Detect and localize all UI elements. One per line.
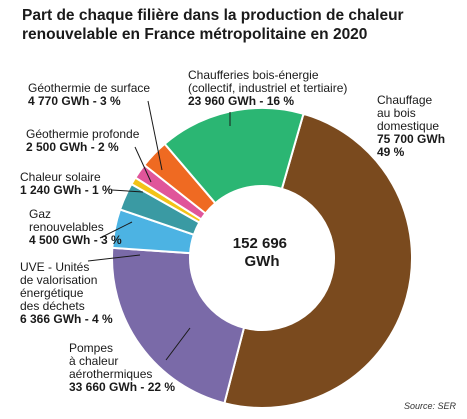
label-pompes-chaleur-value-0: 33 660 GWh - 22 %	[69, 380, 175, 394]
donut-slices	[111, 107, 413, 409]
center-total: 152 696 GWh	[233, 235, 291, 270]
label-uve: UVE - Unités de valorisation énergétique de…	[20, 260, 113, 326]
label-pompes-chaleur: Pompes à chaleur aérothermiques 33 660 GWh …	[69, 341, 175, 394]
chart-title-line-1: Part de chaque filière dans la productio…	[22, 7, 404, 24]
label-gaz-renouvelables-name-0: Gaz	[29, 207, 51, 221]
leader-chaleur-solaire	[111, 189, 144, 193]
label-chaufferies-bois-value-0: 23 960 GWh - 16 %	[188, 94, 294, 108]
label-geothermie-profonde: Géothermie profonde 2 500 GWh - 2 %	[26, 127, 140, 154]
label-chauffage-bois-name-2: domestique	[377, 119, 439, 133]
label-chauffage-bois-value-0: 75 700 GWh	[377, 132, 445, 146]
label-uve-name-1: de valorisation	[20, 273, 97, 287]
label-chauffage-bois-name-1: au bois	[377, 106, 416, 120]
label-geothermie-profonde-value-0: 2 500 GWh - 2 %	[26, 140, 119, 154]
center-total-value: 152 696	[233, 235, 287, 252]
label-chaleur-solaire: Chaleur solaire 1 240 GWh - 1 %	[20, 170, 113, 197]
slice-chaufferies-bois	[163, 107, 305, 205]
chart-title: Part de chaque filière dans la productio…	[22, 7, 408, 43]
slice-labels: Chauffage au bois domestique 75 700 GWh 49 %…	[20, 68, 445, 394]
label-chauffage-bois-value-1: 49 %	[377, 145, 405, 159]
label-geothermie-surface: Géothermie de surface 4 770 GWh - 3 %	[28, 81, 150, 108]
leader-pompes-chaleur	[165, 327, 191, 361]
label-uve-value-0: 6 366 GWh - 4 %	[20, 312, 113, 326]
label-pompes-chaleur-name-0: Pompes	[69, 341, 113, 355]
chart-title-line-2: renouvelable en France métropolitaine en…	[22, 26, 367, 43]
label-gaz-renouvelables-name-1: renouvelables	[29, 220, 104, 234]
center-total-unit: GWh	[245, 253, 280, 270]
label-pompes-chaleur-name-2: aérothermiques	[69, 367, 152, 381]
label-chauffage-bois-name-0: Chauffage	[377, 93, 432, 107]
label-leaders	[87, 100, 231, 361]
source-note: Source: SER	[404, 401, 457, 411]
leader-geothermie-profonde	[134, 146, 152, 183]
label-geothermie-profonde-name-0: Géothermie profonde	[26, 127, 140, 141]
label-chaufferies-bois-name-0: Chaufferies bois-énergie	[188, 68, 319, 82]
label-chauffage-bois: Chauffage au bois domestique 75 700 GWh 49 %	[377, 93, 445, 159]
leader-uve	[87, 254, 141, 262]
label-chaleur-solaire-value-0: 1 240 GWh - 1 %	[20, 183, 113, 197]
label-geothermie-surface-name-0: Géothermie de surface	[28, 81, 150, 95]
label-chaleur-solaire-name-0: Chaleur solaire	[20, 170, 101, 184]
label-gaz-renouvelables: Gaz renouvelables 4 500 GWh - 3 %	[29, 207, 122, 247]
leader-gaz-renouvelables	[99, 221, 133, 239]
label-gaz-renouvelables-value-0: 4 500 GWh - 3 %	[29, 233, 122, 247]
label-uve-name-2: énergétique	[20, 286, 84, 300]
label-uve-name-3: des déchets	[20, 299, 85, 313]
label-chaufferies-bois-name-1: (collectif, industriel et tertiaire)	[188, 81, 347, 95]
slice-chauffage-bois	[223, 112, 413, 409]
leader-geothermie-surface	[147, 100, 163, 171]
label-chaufferies-bois: Chaufferies bois-énergie (collectif, indu…	[188, 68, 347, 108]
label-uve-name-0: UVE - Unités	[20, 260, 89, 274]
label-pompes-chaleur-name-1: à chaleur	[69, 354, 118, 368]
label-geothermie-surface-value-0: 4 770 GWh - 3 %	[28, 94, 121, 108]
